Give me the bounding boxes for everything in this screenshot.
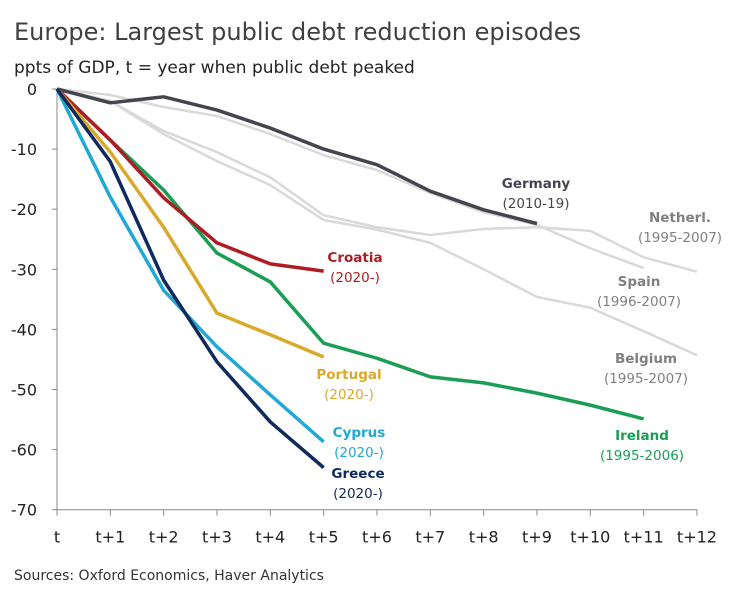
series-label-belgium: Belgium [615,351,677,367]
x-tick-label: t+3 [202,528,232,547]
series-period-cyprus: (2020-) [334,445,384,461]
series-label-germany: Germany [502,176,571,192]
x-tick-label: t+10 [570,528,610,547]
chart-subtitle: ppts of GDP, t = year when public debt p… [14,58,415,78]
y-tick-label: -60 [11,441,37,460]
series-period-germany: (2010-19) [503,196,570,212]
chart-title: Europe: Largest public debt reduction ep… [14,18,581,46]
y-tick-label: -10 [11,140,37,159]
source-note: Sources: Oxford Economics, Haver Analyti… [14,568,324,584]
series-period-greece: (2020-) [333,486,383,502]
y-tick-label: -30 [11,260,37,279]
series-period-croatia: (2020-) [330,270,380,286]
series-period-netherl: (1995-2007) [638,230,722,246]
series-line-germany [56,87,538,226]
series-label-portugal: Portugal [316,367,381,383]
series-period-ireland: (1995-2006) [600,448,684,464]
series-line-spain [56,87,645,270]
series-line-belgium [56,87,698,357]
x-tick-label: t+8 [469,528,499,547]
y-tick-label: -40 [11,320,37,339]
x-tick-label: t+9 [522,528,552,547]
series-line-greece [55,87,325,469]
x-tick-label: t+1 [95,528,125,547]
series-label-netherl: Netherl. [649,210,711,226]
series-label-greece: Greece [331,466,384,482]
y-tick-label: -50 [11,381,37,400]
series-line-ireland [55,87,645,421]
x-tick-label: t+2 [149,528,179,547]
y-tick-label: 0 [27,80,37,99]
series-line-portugal [55,87,325,359]
series-label-spain: Spain [618,274,661,290]
y-tick-label: -20 [11,200,37,219]
series-label-cyprus: Cyprus [333,425,386,441]
series-label-ireland: Ireland [615,428,669,444]
x-tick-label: t+6 [362,528,392,547]
series-line-croatia [55,87,324,273]
x-tick-label: t+12 [677,528,717,547]
x-tick-label: t+7 [415,528,445,547]
x-tick-label: t+4 [255,528,285,547]
series-period-portugal: (2020-) [324,387,374,403]
y-tick-label: -70 [11,501,37,520]
x-tick-label: t+11 [624,528,664,547]
x-tick-label: t [54,528,60,547]
series-label-croatia: Croatia [327,250,382,266]
series-line-netherl [56,87,698,273]
series-period-spain: (1996-2007) [597,294,681,310]
x-tick-label: t+5 [309,528,339,547]
series-period-belgium: (1995-2007) [604,371,688,387]
